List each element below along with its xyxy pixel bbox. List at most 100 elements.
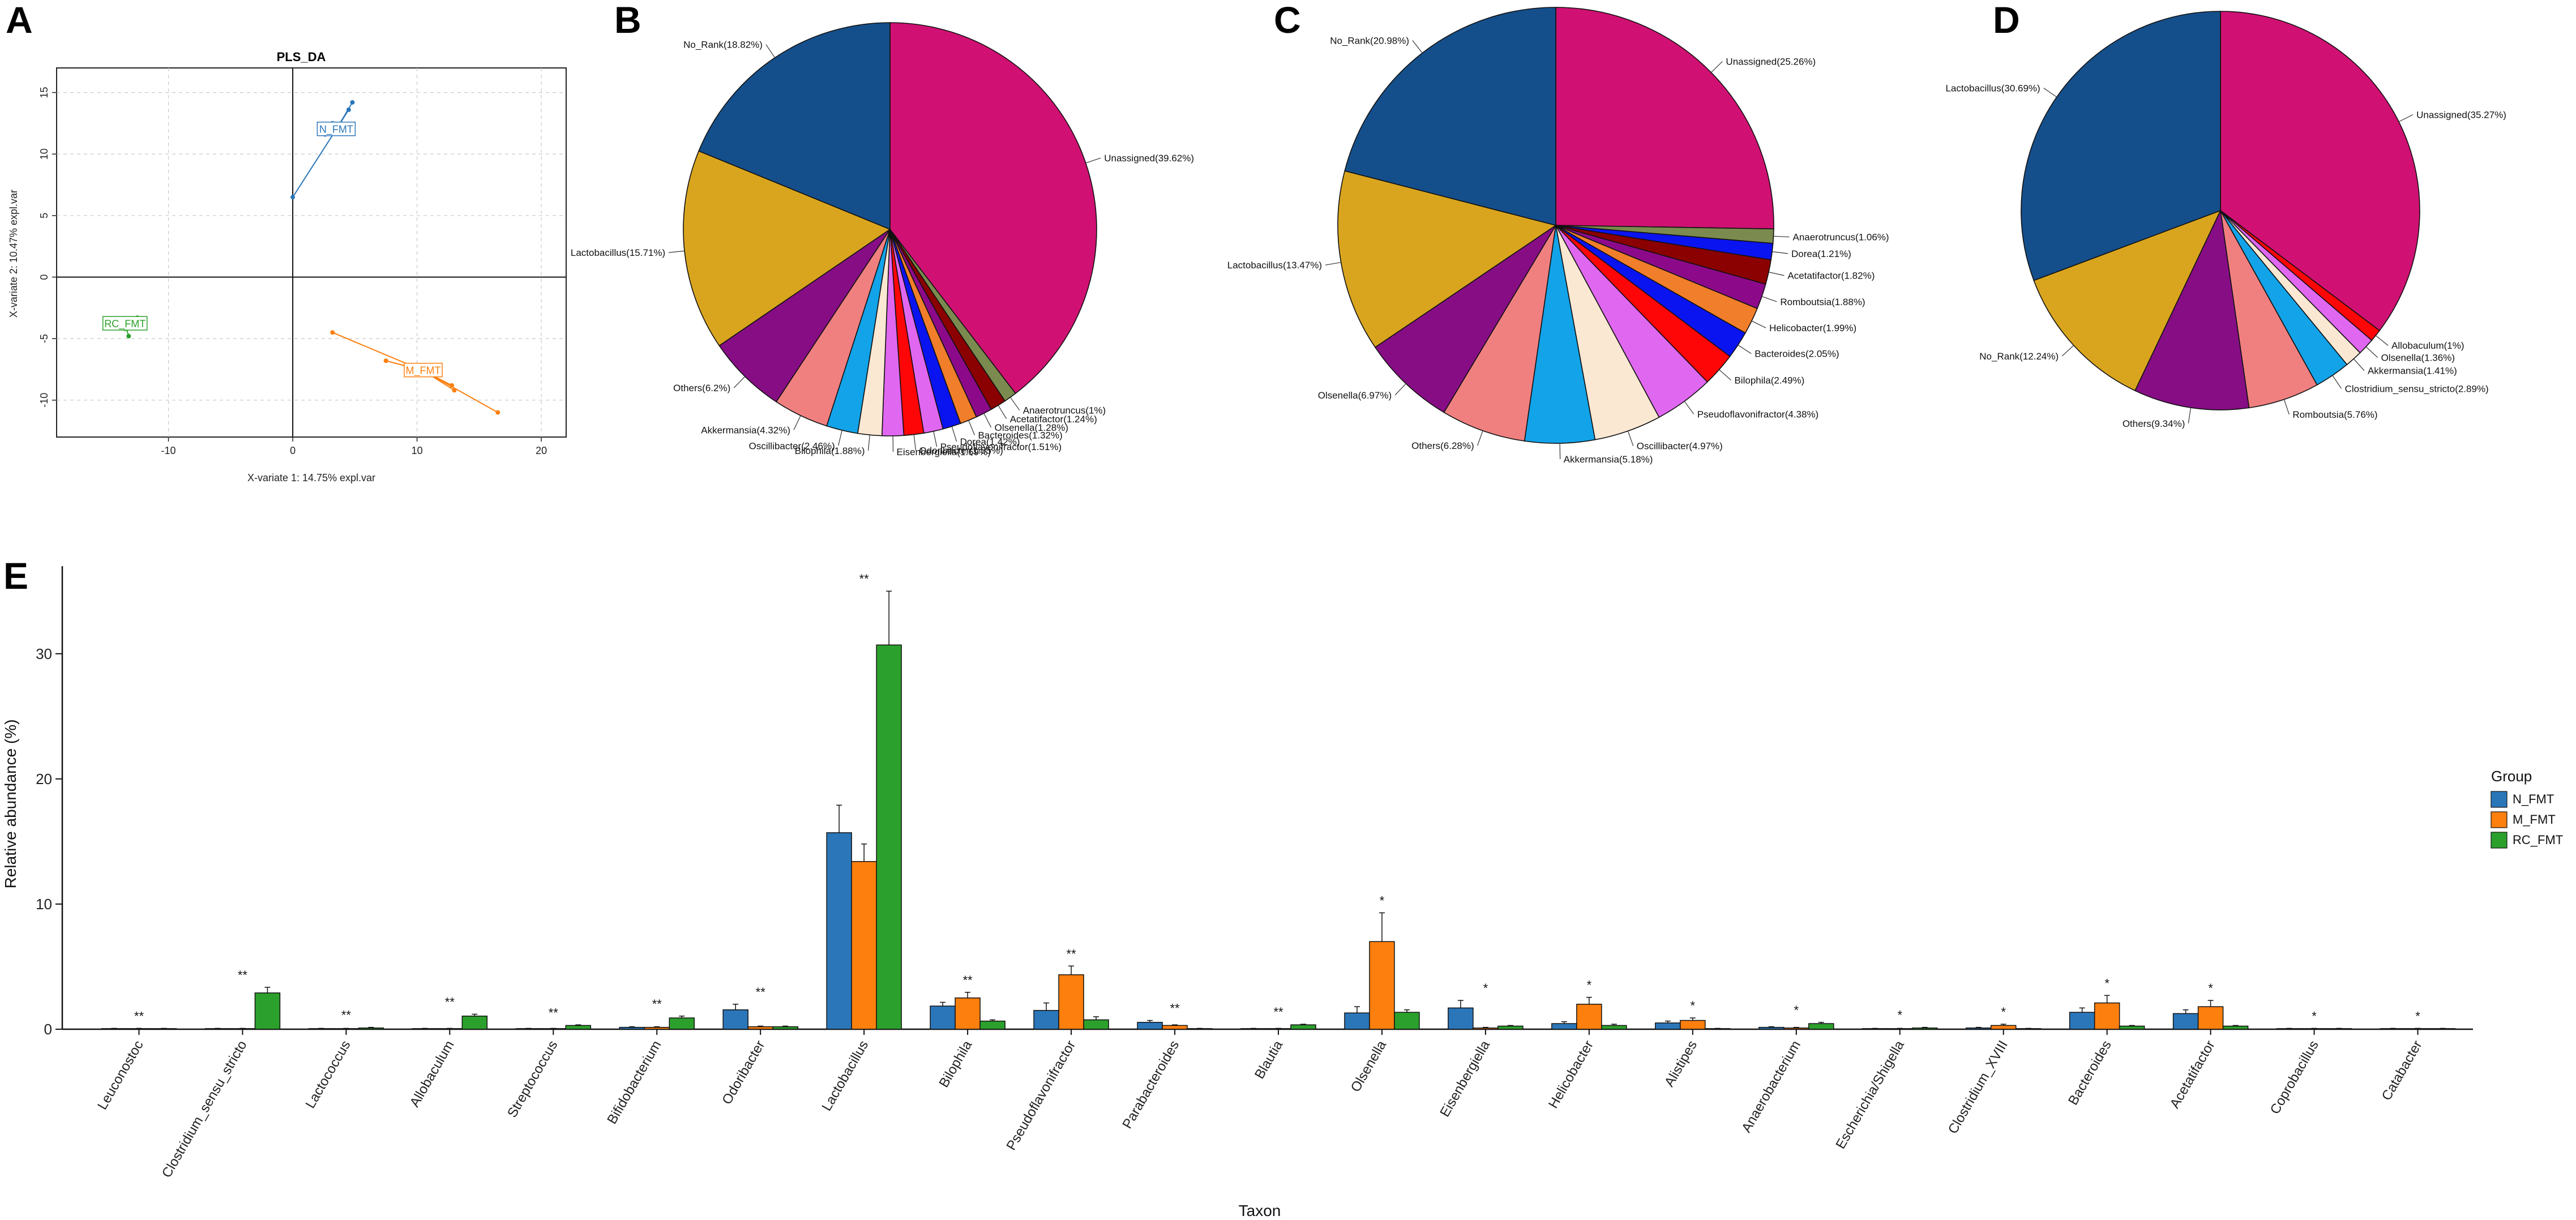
- pie-slice-unassigned: [1555, 7, 1774, 230]
- bar-rc_fmt: [1601, 1025, 1627, 1030]
- pie-slice-label: Unassigned(39.62%): [1104, 153, 1194, 164]
- significance-marker: *: [1794, 1003, 1799, 1017]
- pie-slice-label: Romboutsia(5.76%): [2292, 409, 2377, 420]
- pie-slice-label: Bilophila(2.49%): [1734, 375, 1804, 386]
- plsda-x-tick-label: 20: [536, 445, 547, 456]
- plsda-y-tick-label: 15: [38, 87, 50, 98]
- pie-leader-line: [2375, 335, 2389, 346]
- significance-marker: **: [652, 997, 662, 1011]
- pie-leader-line: [968, 420, 975, 435]
- pie-leader-line: [951, 426, 957, 442]
- pie-leader-line: [2188, 407, 2192, 423]
- pie-slice-label: Lactobacillus(13.47%): [1227, 260, 1322, 271]
- pie-leader-line: [1773, 236, 1790, 238]
- plsda-point-N_FMT: [350, 100, 355, 105]
- significance-marker: **: [859, 572, 870, 586]
- panel-label-e: E: [3, 555, 28, 597]
- plsda-title: PLS_DA: [277, 50, 326, 64]
- bar-rc_fmt: [358, 1028, 384, 1030]
- plsda-y-tick-label: -5: [38, 334, 50, 343]
- pie-leader-line: [998, 405, 1007, 419]
- bar-x-tick-label: Leuconostoc: [95, 1038, 146, 1112]
- significance-marker: **: [238, 968, 248, 982]
- pie-leader-line: [2398, 114, 2414, 122]
- bar-x-tick-label: Bacteroides: [2065, 1038, 2115, 1108]
- significance-marker: **: [756, 985, 766, 999]
- bar-x-tick-label: Lactococcus: [303, 1038, 354, 1111]
- plsda-point-M_FMT: [383, 358, 388, 363]
- bar-x-tick-label: Catabacter: [2379, 1038, 2425, 1103]
- plsda-group-label-RC_FMT: RC_FMT: [104, 318, 146, 330]
- bar-n_fmt: [1033, 1010, 1059, 1030]
- bar-chart-panel: 0102030**Leuconostoc**Clostridium_sensu_…: [2, 566, 2563, 1219]
- pie-slice-label: Dorea(1.42%): [960, 436, 1020, 447]
- bar-n_fmt: [1137, 1022, 1163, 1030]
- pie-slice-label: Bacteroides(2.05%): [1755, 349, 1839, 359]
- pie-slice-no_rank: [698, 22, 891, 230]
- bar-x-tick-label: Anaerobacterium: [1739, 1038, 1804, 1136]
- bar-m_fmt: [1990, 1025, 2017, 1030]
- pie-chart-d: Unassigned(35.27%) Allobaculum(1%) Olsenel…: [1945, 11, 2506, 429]
- pie-slice-romboutsia: [2220, 210, 2318, 409]
- bar-rc_fmt: [2119, 1025, 2145, 1030]
- plsda-group-label-box-RC_FMT: [102, 316, 148, 331]
- bar-rc_fmt: [1497, 1025, 1524, 1030]
- pie-leader-line: [1738, 344, 1752, 354]
- pie-slice-label: Others(6.28%): [1411, 440, 1474, 451]
- pie-leader-line: [1009, 397, 1020, 410]
- significance-marker: **: [134, 1009, 144, 1023]
- pie-slice-label: Helicobacter(1.99%): [1769, 323, 1856, 333]
- pie-leader-line: [1085, 157, 1101, 164]
- pie-chart-b: Unassigned(39.62%) Anaerotruncus(1%)Aceta…: [571, 22, 1194, 457]
- significance-marker: *: [2001, 1005, 2006, 1019]
- pie-chart-c: Unassigned(25.26%) Anaerotruncus(1.06%) Do…: [1227, 7, 1889, 465]
- bar-m_fmt: [1369, 941, 1395, 1030]
- significance-marker: **: [1170, 1001, 1180, 1016]
- significance-marker: *: [2104, 976, 2109, 990]
- bar-rc_fmt: [1083, 1019, 1109, 1030]
- bar-m_fmt: [644, 1026, 670, 1030]
- pie-leader-line: [1772, 251, 1788, 254]
- pie-leader-line: [1711, 61, 1723, 73]
- panel-label-a: A: [6, 0, 33, 41]
- plsda-y-axis-label: X-variate 2: 10.47% expl.var: [8, 190, 19, 318]
- pie-slice-label: Bacteroides(1.32%): [978, 430, 1062, 440]
- pie-slice-label: Odoribacter(1.55%): [919, 445, 1003, 456]
- bar-y-tick-label: 20: [36, 770, 52, 787]
- plsda-plot-frame: [56, 67, 567, 438]
- plsda-point-N_FMT: [346, 107, 351, 112]
- plsda-x-tick-label: -10: [161, 445, 176, 456]
- pie-leader-line: [1761, 296, 1777, 302]
- bar-x-tick-label: Pseudoflavonifractor: [1004, 1038, 1079, 1153]
- pie-leader-line: [933, 431, 938, 447]
- bar-x-tick-label: Clostridium_XVIII: [1945, 1038, 2011, 1137]
- plsda-y-tick-label: 5: [38, 213, 50, 219]
- bar-n_fmt: [2069, 1012, 2095, 1030]
- significance-marker: *: [1483, 981, 1488, 995]
- legend-title: Group: [2491, 768, 2532, 785]
- pie-slice-label: Others(9.34%): [2123, 418, 2185, 429]
- pie-leader-line: [1751, 320, 1766, 328]
- bar-m_fmt: [747, 1026, 773, 1030]
- bar-rc_fmt: [979, 1020, 1005, 1030]
- pie-slice-label: Olsenella(6.97%): [1318, 390, 1392, 401]
- legend-swatch-rc_fmt: [2491, 832, 2507, 849]
- legend-swatch-m_fmt: [2491, 811, 2507, 828]
- pie-slice-others: [2134, 209, 2250, 410]
- significance-marker: **: [1273, 1005, 1283, 1019]
- bar-n_fmt: [2172, 1013, 2199, 1030]
- bar-x-tick-label: Acetatifactor: [2167, 1038, 2218, 1111]
- pie-slice-label: Akkermansia(4.32%): [701, 425, 790, 435]
- bar-rc_fmt: [1911, 1028, 1938, 1030]
- plsda-point-M_FMT: [452, 388, 457, 393]
- bar-rc_fmt: [772, 1026, 798, 1030]
- bar-rc_fmt: [876, 644, 902, 1030]
- pie-slice-label: Pseudoflavonifractor(1.51%): [940, 442, 1062, 452]
- pie-leader-line: [2365, 346, 2378, 358]
- pie-leader-line: [913, 434, 917, 451]
- legend-swatch-n_fmt: [2491, 791, 2507, 808]
- panel-label-d: D: [1993, 0, 2020, 41]
- pie-slice-label: Anaerotruncus(1.06%): [1792, 232, 1889, 243]
- bar-n_fmt: [1758, 1026, 1785, 1030]
